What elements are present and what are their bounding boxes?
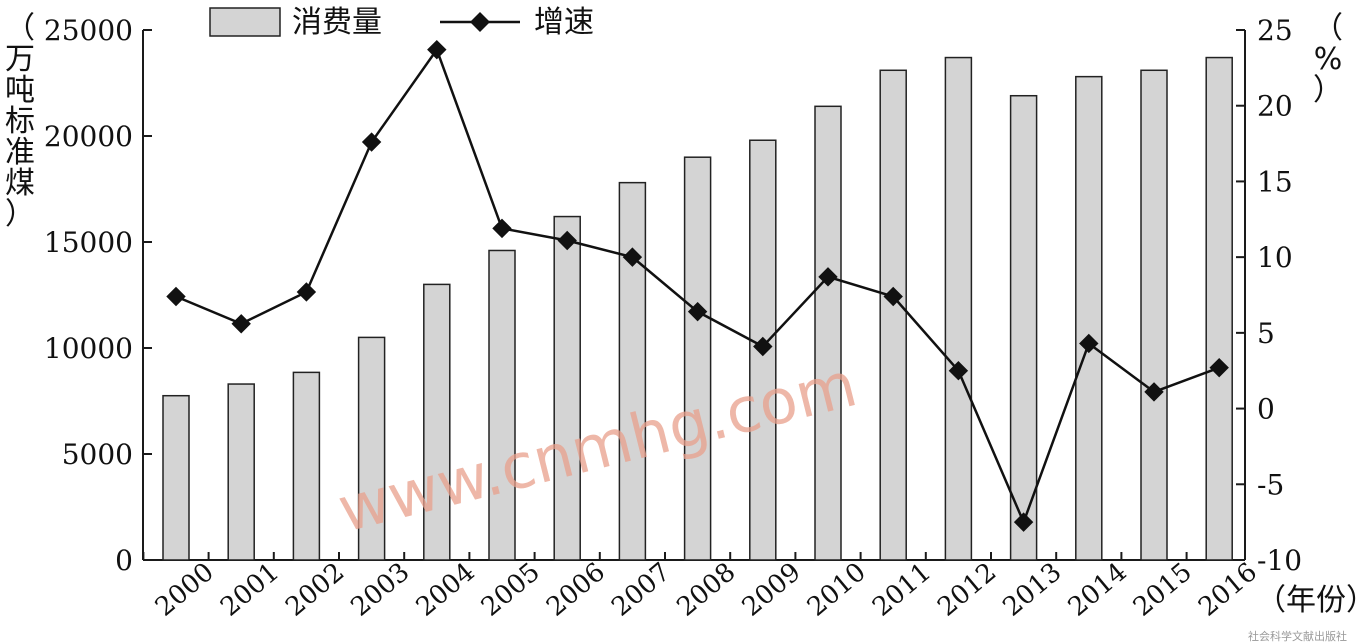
legend-line-label: 增速: [534, 5, 594, 40]
x-tick-label-2001: 2001: [215, 557, 285, 623]
left-tick-label-3: 15000: [44, 226, 133, 259]
x-tick-label-2007: 2007: [606, 557, 676, 623]
x-tick-label-2012: 2012: [932, 557, 1002, 623]
x-tick-label-2013: 2013: [997, 557, 1067, 623]
right-tick-label-3: 5: [1257, 317, 1275, 350]
x-tick-label-2004: 2004: [411, 557, 481, 623]
axis-title-char: （: [5, 11, 35, 46]
growth-marker-2007: [622, 247, 643, 267]
growth-marker-2016: [1209, 357, 1229, 378]
left-tick-label-5: 25000: [44, 14, 133, 47]
right-axis-title: （%）: [1313, 11, 1343, 108]
x-tick-label-2005: 2005: [476, 557, 546, 623]
legend-bar-swatch: [209, 7, 281, 37]
x-ticks: 2000200120022003200420052006200720082009…: [142, 552, 1263, 623]
growth-marker-2001: [231, 314, 251, 334]
bar-2003: [357, 336, 386, 561]
growth-marker-2015: [1144, 382, 1164, 402]
legend-bar-label: 消费量: [292, 5, 382, 40]
growth-marker-2004: [427, 39, 447, 60]
axis-title-char: 准: [5, 135, 35, 170]
bar-2010: [814, 105, 842, 561]
x-tick-label-2010: 2010: [802, 557, 872, 623]
left-tick-label-4: 20000: [44, 120, 133, 153]
x-tick-label-2008: 2008: [671, 557, 741, 623]
legend: 消费量 增速: [209, 5, 594, 40]
growth-marker-2011: [883, 286, 903, 307]
left-y-ticks: 0 5000 10000 15000 20000 25000: [44, 14, 152, 577]
growth-marker-2006: [557, 230, 577, 251]
left-axis-title: （万吨标准煤）: [5, 11, 35, 232]
publisher-credit: 社会科学文献出版社: [1248, 629, 1347, 643]
bar-2000: [162, 394, 190, 561]
growth-marker-2000: [166, 286, 186, 307]
x-tick-label-2002: 2002: [280, 557, 350, 623]
axis-title-char: %: [1314, 42, 1343, 77]
right-y-ticks: -10 -5 0 5 10 15 20 25: [1236, 14, 1302, 577]
growth-marker-2013: [1013, 512, 1034, 532]
bar-2015: [1140, 69, 1168, 561]
bar-2007: [618, 181, 647, 561]
left-tick-label-0: 0: [115, 544, 133, 577]
growth-marker-2003: [361, 132, 382, 152]
x-tick-label-2014: 2014: [1063, 557, 1133, 623]
axis-title-char: ）: [1313, 73, 1343, 108]
watermark: www.cnmhg.com: [331, 347, 864, 546]
right-tick-label-7: 25: [1257, 14, 1293, 47]
x-axis-title: （年份）: [1256, 583, 1370, 618]
x-tick-label-2016: 2016: [1193, 557, 1263, 623]
bar-2013: [1009, 94, 1038, 561]
bar-2001: [227, 383, 255, 561]
right-tick-label-5: 15: [1257, 165, 1293, 198]
x-tick-label-2000: 2000: [150, 557, 220, 623]
bar-2014: [1075, 75, 1103, 561]
bar-2004: [423, 283, 451, 561]
legend-diamond-marker: [470, 12, 490, 32]
right-tick-label-2: 0: [1257, 393, 1275, 426]
bar-2008: [683, 156, 712, 561]
bar-2006: [553, 215, 581, 561]
axis-title-char: 标: [5, 104, 35, 139]
growth-markers: [166, 39, 1229, 532]
right-tick-label-6: 20: [1257, 90, 1293, 123]
x-tick-label-2003: 2003: [345, 557, 415, 623]
growth-marker-2008: [687, 301, 708, 322]
x-tick-label-2011: 2011: [867, 557, 937, 623]
bar-2011: [879, 69, 907, 561]
growth-marker-2014: [1079, 333, 1099, 354]
x-tick-label-2015: 2015: [1128, 557, 1198, 623]
growth-marker-2009: [753, 336, 773, 357]
axis-title-char: ）: [5, 197, 35, 232]
growth-marker-2002: [296, 282, 317, 302]
right-tick-label-4: 10: [1257, 241, 1293, 274]
axis-title-char: 吨: [5, 73, 35, 108]
bar-2016: [1205, 56, 1233, 561]
growth-marker-2012: [948, 361, 969, 381]
right-tick-label-0: -10: [1257, 544, 1302, 577]
axis-title-char: 煤: [5, 166, 35, 201]
left-tick-label-2: 10000: [44, 332, 133, 365]
bar-2002: [292, 371, 321, 561]
x-tick-label-2006: 2006: [541, 557, 611, 623]
bar-2005: [488, 249, 516, 561]
axis-title-char: 万: [5, 42, 35, 77]
bar-2012: [944, 56, 973, 561]
bars: [162, 56, 1233, 561]
axis-title-char: （: [1313, 11, 1343, 46]
x-tick-label-2009: 2009: [737, 557, 807, 623]
growth-marker-2010: [818, 267, 838, 287]
right-tick-label-1: -5: [1257, 468, 1284, 501]
growth-marker-2005: [492, 218, 512, 239]
left-tick-label-1: 5000: [62, 438, 133, 471]
